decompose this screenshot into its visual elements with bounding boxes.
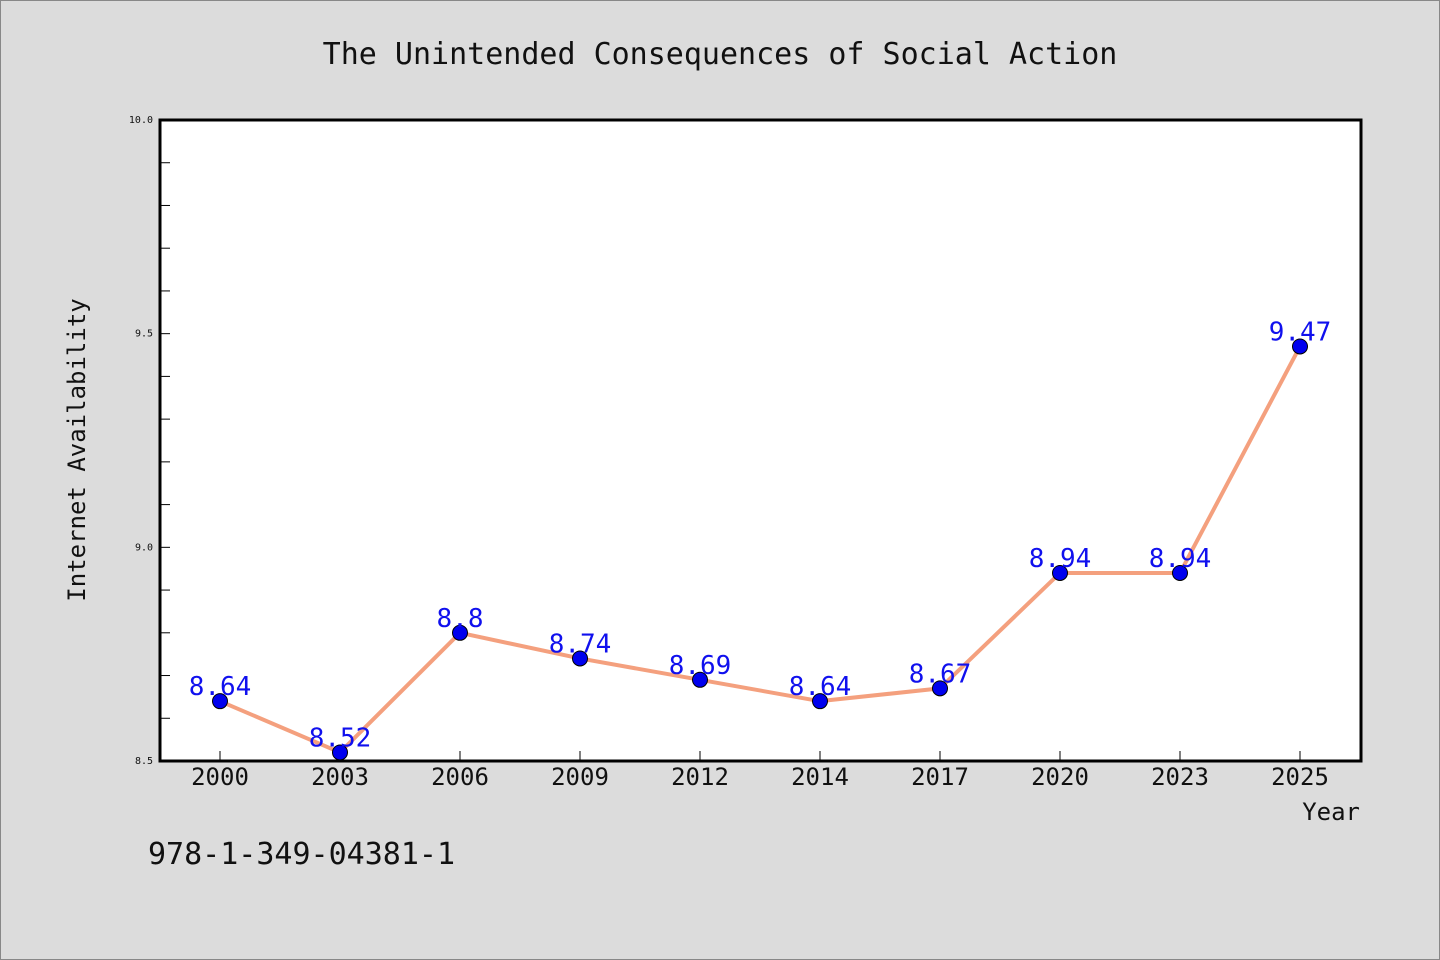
data-label: 8.64 [789,672,852,702]
data-point [332,744,348,761]
data-label: 8.67 [909,659,972,689]
x-tick-label: 2025 [1271,763,1329,791]
data-point [932,680,948,697]
data-point [1052,564,1068,581]
x-tick-label: 2000 [191,763,249,791]
data-point [1172,564,1188,581]
x-tick-label: 2006 [431,763,489,791]
data-label: 8.94 [1149,544,1212,574]
series-markers [212,338,1308,761]
x-tick-label: 2012 [671,763,729,791]
y-tick-label: 9.5 [135,329,153,340]
x-tick-label: 2003 [311,763,369,791]
data-label: 9.47 [1269,317,1332,347]
y-tick-label: 10.0 [129,115,153,126]
data-point [212,693,228,710]
x-tick-label: 2017 [911,763,969,791]
data-label: 8.52 [309,723,372,753]
x-tick-label: 2023 [1151,763,1209,791]
data-point [1292,338,1308,355]
data-label: 8.74 [549,629,612,659]
plot-area [158,118,1363,763]
data-label: 8.8 [437,604,484,634]
chart-title: The Unintended Consequences of Social Ac… [323,37,1118,72]
data-point [812,693,828,710]
data-label: 8.69 [669,651,732,681]
data-label: 8.94 [1029,544,1092,574]
isbn-text: 978-1-349-04381-1 [148,837,455,872]
y-axis-label: Internet Availability [63,298,91,601]
y-axis-ticks: 8.5 9.0 9.5 10.0 [129,115,170,767]
series-polyline [219,345,1302,755]
data-point [452,624,468,641]
y-tick-label: 9.0 [135,542,153,553]
x-axis-label: Year [1302,798,1360,826]
y-tick-label: 8.5 [135,756,153,767]
x-axis-ticks: 2000 2003 2006 2009 2012 2014 2017 2020 2023 2025 [191,751,1329,791]
data-point [692,671,708,688]
data-label: 8.64 [189,672,252,702]
x-tick-label: 2014 [791,763,849,791]
series-line [219,345,1302,755]
data-point [572,650,588,667]
data-labels: 8.64 8.52 8.8 8.74 8.69 8.64 8.67 8.94 8.94 9.47 [189,317,1332,753]
x-tick-label: 2009 [551,763,609,791]
x-tick-label: 2020 [1031,763,1089,791]
